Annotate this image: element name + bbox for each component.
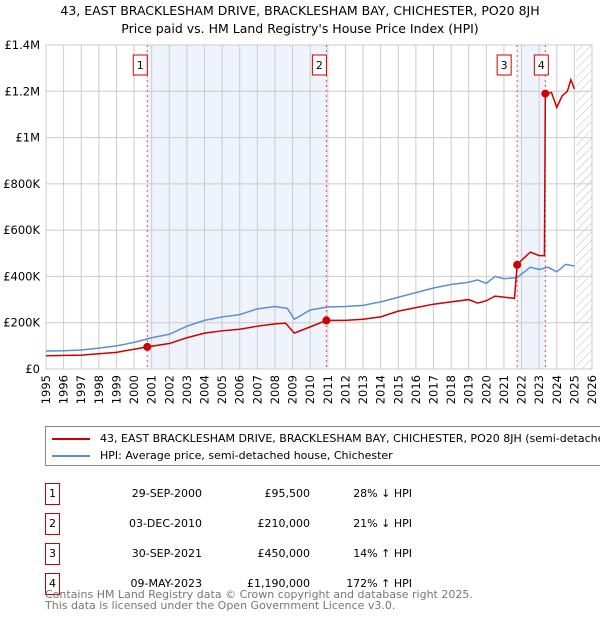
- shaded-period: [147, 45, 327, 369]
- legend-swatch: [52, 437, 90, 440]
- x-tick-label: 2017: [426, 375, 440, 404]
- x-tick-label: 2025: [567, 375, 581, 404]
- legend-label: 43, EAST BRACKLESHAM DRIVE, BRACKLESHAM …: [100, 432, 600, 445]
- x-tick-label: 2024: [550, 375, 564, 404]
- sale-point: [513, 260, 522, 269]
- chart-title: 43, EAST BRACKLESHAM DRIVE, BRACKLESHAM …: [0, 2, 600, 38]
- x-tick-label: 2004: [198, 375, 212, 404]
- footer-licence: This data is licensed under the Open Gov…: [45, 599, 396, 612]
- sale-date: 30-SEP-2021: [131, 547, 202, 560]
- sale-date: 09-MAY-2023: [130, 577, 202, 590]
- x-tick-label: 2019: [462, 375, 476, 404]
- x-tick-label: 2008: [268, 375, 282, 404]
- sale-row: 2 03-DEC-2010 £210,000 21% ↓ HPI: [45, 513, 565, 535]
- legend-item-property: 43, EAST BRACKLESHAM DRIVE, BRACKLESHAM …: [52, 432, 600, 445]
- sale-marker-box: [311, 54, 327, 76]
- price-chart: 1995 1996 1997 1998 1999 2000 2001 2002 2003 2004…: [3, 38, 599, 404]
- x-tick-label: 2007: [250, 375, 264, 404]
- x-tick-label: 2009: [286, 375, 300, 404]
- sale-marker-box: [533, 54, 549, 76]
- sale-point: [541, 89, 550, 98]
- x-tick-label: 1996: [57, 375, 71, 404]
- y-tick-label: £600K: [3, 223, 40, 237]
- footer: Contains HM Land Registry data © Crown c…: [45, 589, 473, 611]
- sale-marker-number: 2: [316, 59, 323, 72]
- sale-marker-number: 4: [538, 59, 545, 72]
- x-tick-label: 2026: [585, 375, 599, 404]
- sale-row: 3 30-SEP-2021 £450,000 14% ↑ HPI: [45, 543, 565, 565]
- legend-swatch: [52, 454, 90, 457]
- x-tick-label: 2006: [233, 375, 247, 404]
- x-tick-label: 2013: [356, 375, 370, 404]
- sale-price: £95,500: [264, 487, 311, 500]
- x-tick-label: 2000: [127, 375, 141, 404]
- x-tick-label: 2021: [497, 375, 511, 404]
- sale-date: 29-SEP-2000: [131, 487, 202, 500]
- sale-hpi-diff: 28% ↓ HPI: [353, 487, 412, 500]
- y-tick-label: £1.4M: [4, 38, 40, 52]
- legend: 43, EAST BRACKLESHAM DRIVE, BRACKLESHAM …: [45, 426, 600, 466]
- sale-number: 2: [45, 513, 60, 535]
- x-tick-label: 1997: [74, 375, 88, 404]
- y-tick-label: £400K: [3, 269, 40, 283]
- future-hatch: [576, 45, 592, 369]
- sale-date: 03-DEC-2010: [128, 517, 202, 530]
- sale-price: £450,000: [257, 547, 311, 560]
- sale-row: 1 29-SEP-2000 £95,500 28% ↓ HPI: [45, 483, 565, 505]
- x-tick-label: 2012: [338, 375, 352, 404]
- sale-marker-number: 3: [501, 59, 508, 72]
- sale-number: 1: [45, 483, 60, 505]
- x-tick-label: 2002: [162, 375, 176, 404]
- x-tick-label: 2014: [374, 375, 388, 404]
- sale-hpi-diff: 21% ↓ HPI: [353, 517, 412, 530]
- x-tick-label: 2005: [215, 375, 229, 404]
- hpi-line: [45, 263, 575, 352]
- x-tick-label: 2011: [321, 375, 335, 404]
- x-tick-label: 2003: [180, 375, 194, 404]
- x-tick-label: 2010: [303, 375, 317, 404]
- sale-marker-box: [132, 54, 148, 76]
- title-line: 43, EAST BRACKLESHAM DRIVE, BRACKLESHAM …: [60, 3, 540, 18]
- plot-border: [45, 44, 593, 370]
- property-price-line: [45, 77, 576, 357]
- sale-hpi-diff: 14% ↑ HPI: [353, 547, 412, 560]
- x-tick-label: 2015: [391, 375, 405, 404]
- y-tick-label: £1M: [15, 131, 40, 145]
- sale-marker-box: [496, 54, 512, 76]
- legend-label: HPI: Average price, semi-detached house,…: [100, 449, 393, 462]
- x-tick-label: 2023: [532, 375, 546, 404]
- sale-hpi-diff: 172% ↑ HPI: [346, 577, 412, 590]
- y-tick-label: £1.2M: [4, 84, 40, 98]
- sale-price: £210,000: [257, 517, 311, 530]
- x-tick-label: 1999: [109, 375, 123, 404]
- x-tick-label: 2020: [479, 375, 493, 404]
- y-tick-label: £200K: [3, 316, 40, 330]
- x-tick-label: 2001: [145, 375, 159, 404]
- footer-copyright: Contains HM Land Registry data © Crown c…: [45, 588, 473, 601]
- sale-row: 4 09-MAY-2023 £1,190,000 172% ↑ HPI: [45, 573, 565, 595]
- sale-number: 4: [45, 573, 60, 595]
- y-tick-label: £0: [25, 362, 40, 376]
- x-tick-label: 1998: [92, 375, 106, 404]
- sale-marker-number: 1: [137, 59, 144, 72]
- sale-price: £1,190,000: [247, 577, 310, 590]
- subtitle-line: Price paid vs. HM Land Registry's House …: [121, 21, 479, 36]
- y-tick-label: £800K: [3, 177, 40, 191]
- x-tick-label: 2018: [444, 375, 458, 404]
- sale-number: 3: [45, 543, 60, 565]
- sale-point: [143, 342, 152, 351]
- sale-point: [322, 316, 331, 325]
- x-tick-label: 2016: [409, 375, 423, 404]
- x-tick-label: 1995: [39, 375, 53, 404]
- legend-item-hpi: HPI: Average price, semi-detached house,…: [52, 449, 393, 462]
- x-tick-label: 2022: [515, 375, 529, 404]
